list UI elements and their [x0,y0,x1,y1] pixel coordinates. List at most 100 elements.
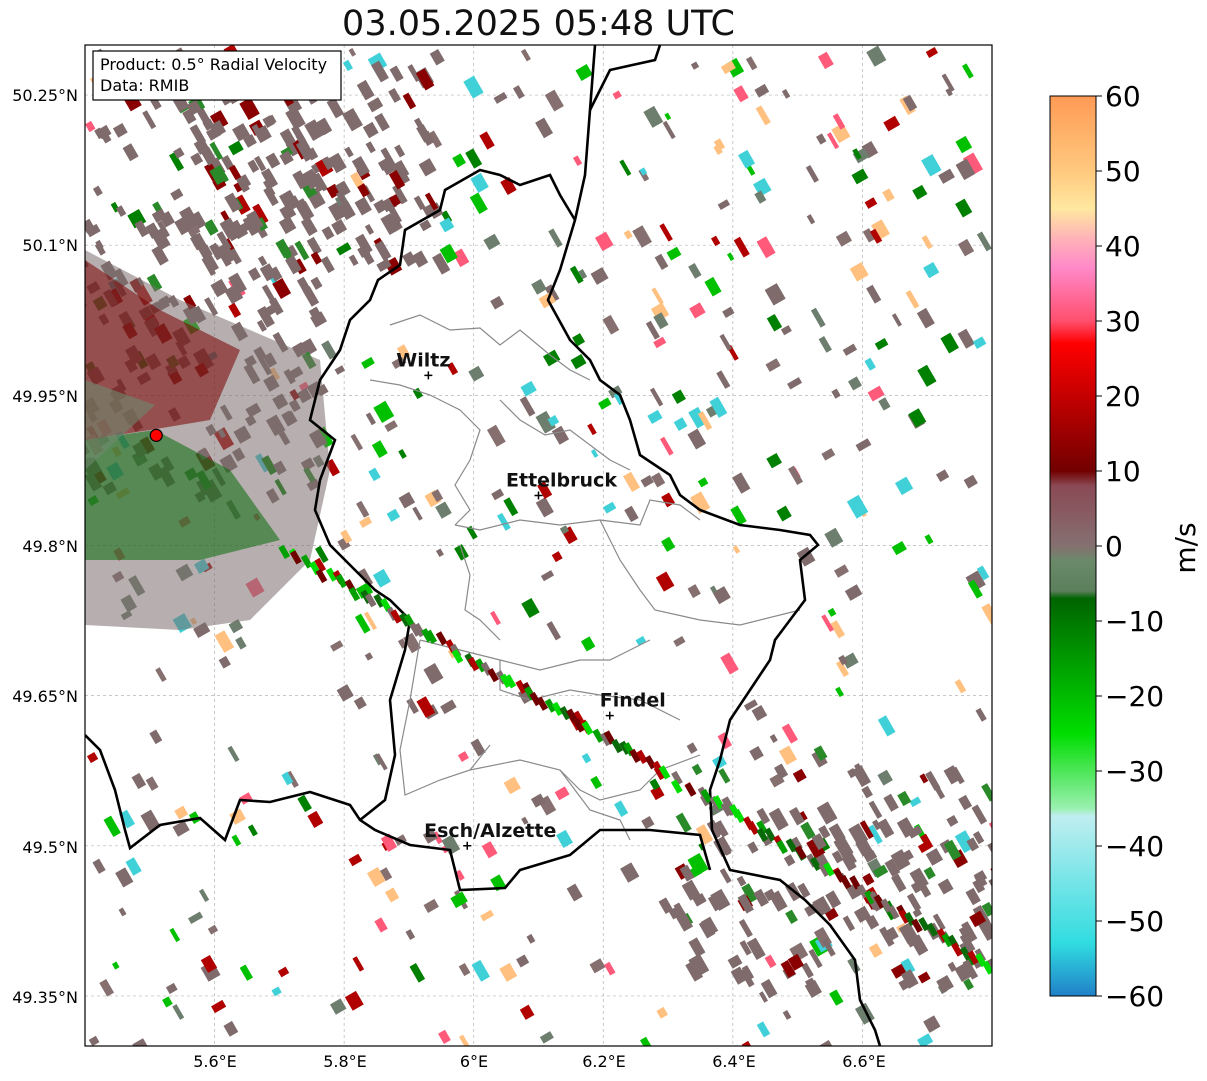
interference-cell [911,918,923,933]
echo-cell [900,969,919,989]
colorbar-ticks: 60 50 40 30 20 10 0 −10 −20 −30 −40 −50 −60 [1096,80,1164,1013]
echo-cell [265,152,281,169]
echo-cell [452,248,470,268]
echo-cell [620,862,640,883]
echo-cell [796,546,816,567]
echo-cell [736,875,747,887]
echo-cell [654,253,669,271]
echo-cell [925,848,944,866]
echo-cell [388,88,401,103]
echo-cell [521,816,529,825]
echo-cell [548,228,563,248]
echo-cell [398,449,407,459]
echo-cell [365,141,376,154]
echo-cell [503,497,519,517]
echo-cell [716,370,731,389]
echo-cell [981,783,992,802]
echo-cell [958,794,973,811]
echo-cell [219,217,240,239]
echo-cell [932,913,946,931]
echo-cell [520,48,531,62]
echo-cell [688,937,706,958]
echo-cell [800,821,816,840]
echo-cell [712,586,731,605]
echo-cell [954,679,967,694]
echo-cell [741,883,758,904]
echo-cell [435,501,452,519]
echo-cell [810,307,826,328]
echo-cell [272,278,292,299]
echo-cell [821,938,836,957]
echo-cell [223,1020,239,1037]
interference-cell [918,917,930,932]
echo-cell [895,476,914,496]
echo-cell [916,307,935,329]
echo-cell [85,223,101,238]
interference-cell [573,718,586,733]
echo-cell [149,729,163,745]
echo-cell [252,203,269,225]
echo-cell [419,219,432,232]
echo-cell [386,508,401,522]
echo-cell [917,971,931,984]
echo-cell [122,143,139,162]
echo-cell [468,365,485,382]
echo-cell [570,353,587,370]
echo-cell [190,152,204,166]
colorbar-tick-label: −20 [1105,680,1164,713]
echo-cell [868,800,883,819]
echo-cell [974,873,988,888]
info-box: Product: 0.5° Radial Velocity Data: RMIB [92,50,342,101]
echo-cell [783,854,796,867]
echo-cell [659,223,673,242]
echo-cell [902,94,918,112]
echo-cell [207,924,219,935]
echo-cell [581,753,592,764]
echo-cell [643,105,664,128]
echo-cell [174,805,189,820]
interference-cell [390,609,402,624]
echo-cell [172,1004,185,1020]
echo-cell [727,954,743,969]
echo-cell [727,252,735,262]
echo-cell [877,715,896,737]
colorbar-tick-label: 10 [1105,455,1141,488]
echo-cell [396,344,411,360]
interference-cell [315,568,328,584]
interference-cell [849,875,861,890]
echo-cell [357,183,370,198]
echo-cell [354,613,371,634]
echo-cell [965,570,986,592]
echo-cell [590,267,609,285]
echo-cell [537,481,553,499]
radar-echoes [85,45,992,1046]
echo-cell [480,909,495,922]
echo-cell [243,133,257,148]
echo-cell [217,242,236,264]
interference-cell [658,765,671,780]
interference-ray [278,544,992,975]
echo-cell [331,219,348,236]
echo-cell [422,829,438,844]
echo-cell [879,926,895,947]
interference-cell [795,845,807,860]
echo-cell [193,138,210,155]
echo-cell [424,192,439,211]
echo-cell [236,222,250,235]
echo-cell [295,200,315,222]
echo-cell [778,745,797,766]
echo-cell [300,216,318,237]
echo-cell [681,879,701,901]
echo-cell [85,218,96,234]
interference-cell [629,748,641,764]
echo-cell [497,512,511,531]
echo-cell [687,853,709,876]
interference-cell [515,679,528,695]
echo-cell [466,525,478,540]
echo-cell [338,200,356,221]
echo-cell [416,696,436,718]
echo-cell [295,139,316,162]
borders [85,45,882,1046]
echo-cell [228,619,244,634]
echo-cell [781,88,791,99]
